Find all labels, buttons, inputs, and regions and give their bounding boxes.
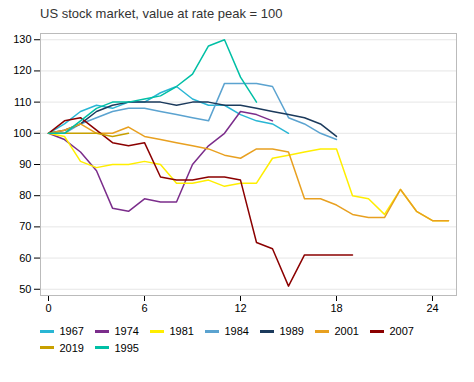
html-text:2007: 2007 bbox=[389, 325, 414, 338]
html-text:1995: 1995 bbox=[114, 341, 139, 354]
svg-text:110: 110 bbox=[14, 96, 32, 108]
html-text:1974: 1974 bbox=[114, 325, 139, 338]
svg-text:6: 6 bbox=[141, 302, 147, 314]
svg-text:0: 0 bbox=[45, 302, 51, 314]
html-text:2001: 2001 bbox=[334, 325, 359, 338]
html-text:1967: 1967 bbox=[59, 325, 84, 338]
html-text:1984: 1984 bbox=[224, 325, 249, 338]
svg-text:12: 12 bbox=[234, 302, 246, 314]
html-text:US stock market, value at rate: US stock market, value at rate peak = 10… bbox=[40, 6, 283, 21]
svg-text:80: 80 bbox=[19, 189, 31, 201]
svg-text:18: 18 bbox=[330, 302, 342, 314]
svg-text:100: 100 bbox=[13, 127, 31, 139]
svg-text:24: 24 bbox=[426, 302, 438, 314]
svg-text:90: 90 bbox=[19, 158, 31, 170]
html-text:2019: 2019 bbox=[59, 341, 84, 354]
svg-text:130: 130 bbox=[13, 33, 31, 45]
svg-text:120: 120 bbox=[13, 64, 31, 76]
html-text:1981: 1981 bbox=[169, 325, 194, 338]
svg-text:70: 70 bbox=[19, 220, 31, 232]
svg-text:60: 60 bbox=[19, 252, 31, 264]
html-text:1989: 1989 bbox=[279, 325, 304, 338]
svg-text:50: 50 bbox=[19, 283, 31, 295]
